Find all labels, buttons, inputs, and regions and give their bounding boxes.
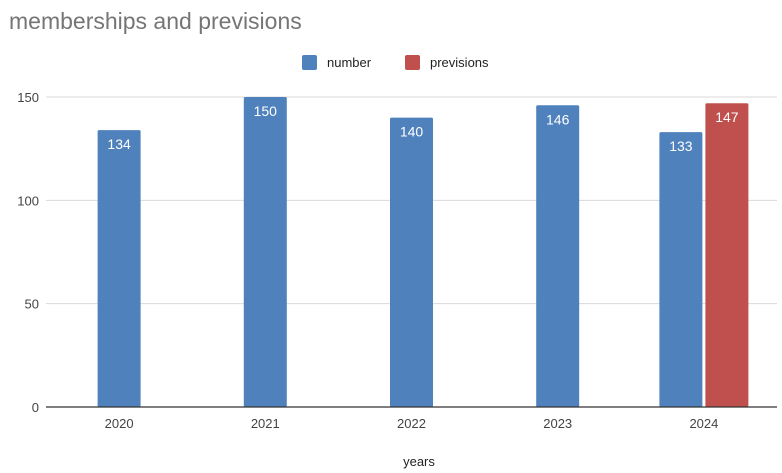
legend-swatch-number — [302, 55, 317, 70]
x-axis-title: years — [403, 454, 435, 469]
bar-value-label: 133 — [669, 138, 693, 154]
x-tick-label: 2023 — [543, 416, 572, 431]
legend-label-number: number — [327, 55, 372, 70]
y-tick-label: 50 — [25, 297, 39, 312]
y-tick-label: 150 — [17, 90, 39, 105]
x-tick-label: 2022 — [397, 416, 426, 431]
legend-label-previsions: previsions — [430, 55, 489, 70]
bar-labels: 134 150 140 146 133 147 — [107, 103, 738, 154]
bar-number-2022 — [390, 117, 433, 408]
x-tick-label: 2020 — [105, 416, 134, 431]
bar-value-label: 140 — [400, 124, 424, 140]
bar-value-label: 150 — [254, 103, 278, 119]
bar-number-2021 — [243, 97, 287, 407]
bar-value-label: 147 — [715, 109, 739, 125]
bars — [97, 97, 749, 408]
chart-title: memberships and previsions — [9, 8, 302, 34]
bar-previsions-2024 — [705, 103, 749, 407]
bar-value-label: 146 — [546, 111, 570, 127]
x-axis: 2020 2021 2022 2023 2024 — [46, 406, 777, 431]
legend-swatch-previsions — [405, 55, 420, 70]
y-tick-label: 100 — [17, 193, 39, 208]
legend: number previsions — [302, 55, 489, 70]
x-tick-label: 2021 — [251, 416, 280, 431]
bar-number-2024 — [659, 132, 703, 407]
y-axis: 0 50 100 150 — [17, 90, 39, 415]
bar-value-label: 134 — [107, 136, 131, 152]
x-tick-label: 2024 — [689, 416, 718, 431]
bar-number-2023 — [536, 105, 580, 408]
bar-number-2020 — [97, 130, 141, 408]
y-tick-label: 0 — [32, 400, 39, 415]
